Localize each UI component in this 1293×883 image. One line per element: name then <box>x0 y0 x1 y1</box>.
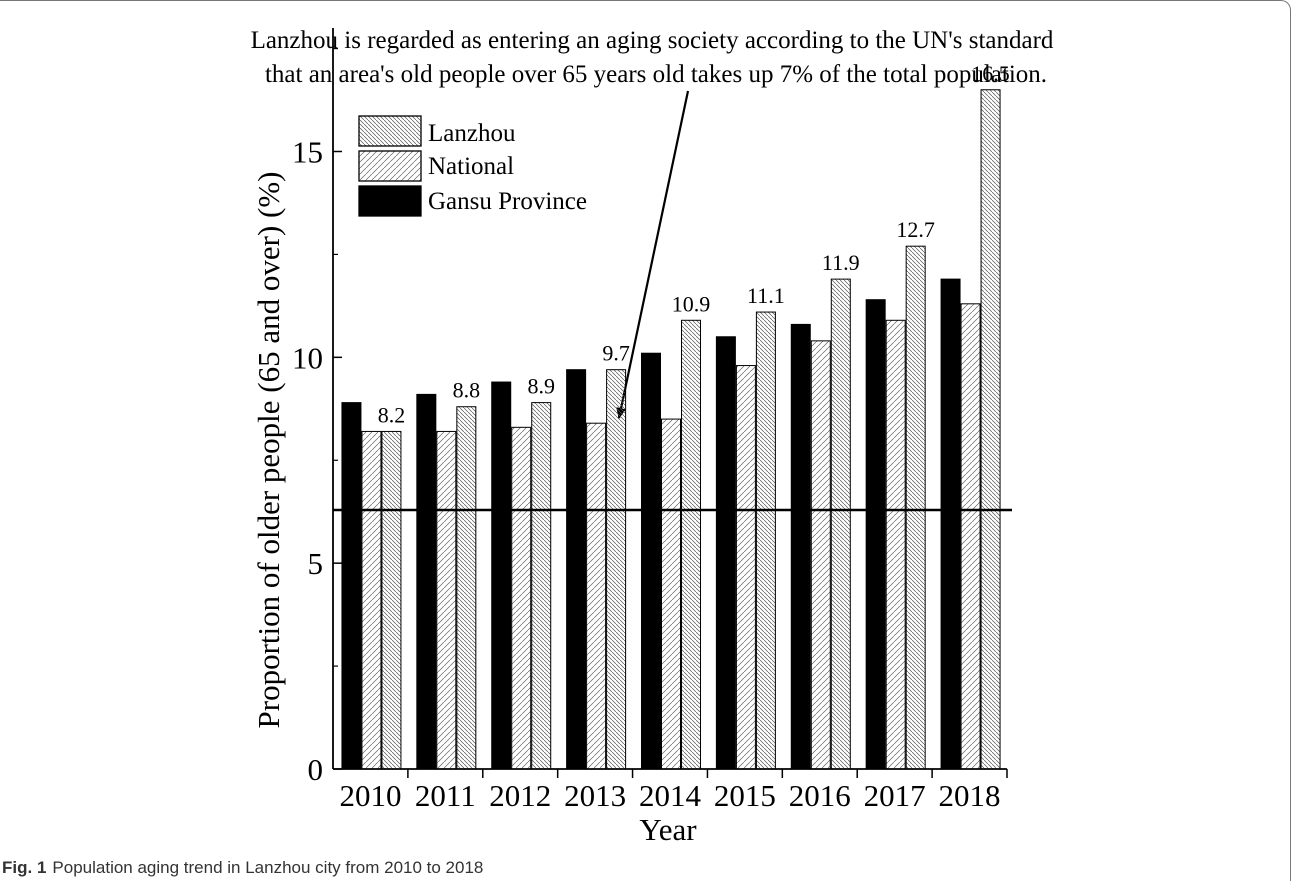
x-tick-label-2016: 2016 <box>789 778 851 813</box>
legend-label-national: National <box>428 153 514 180</box>
legend-label-lanzhou: Lanzhou <box>428 120 516 147</box>
bar-gansu-2012 <box>492 382 511 769</box>
annotation-line-1: Lanzhou is regarded as entering an aging… <box>251 27 1054 54</box>
bar-national-2016 <box>811 341 830 769</box>
x-tick-label-2011: 2011 <box>415 778 476 813</box>
bar-lanzhou-2016 <box>831 279 850 769</box>
data-label-2015: 11.1 <box>747 283 785 308</box>
bar-lanzhou-2011 <box>457 407 476 769</box>
bar-national-2012 <box>512 427 531 769</box>
data-label-2013: 9.7 <box>602 341 630 366</box>
bar-lanzhou-2010 <box>382 431 401 769</box>
bar-gansu-2010 <box>342 403 361 769</box>
bar-gansu-2011 <box>417 394 436 769</box>
bar-lanzhou-2015 <box>756 312 775 769</box>
legend-swatch-gansu <box>359 186 421 216</box>
bar-lanzhou-2018 <box>981 90 1000 769</box>
bar-gansu-2015 <box>716 337 735 769</box>
caption-label: Fig. 1 <box>2 858 46 877</box>
annotation-line-2: that an area's old people over 65 years … <box>265 61 1047 88</box>
legend: Lanzhou National Gansu Province <box>359 116 587 216</box>
y-tick-label-10: 10 <box>292 340 323 375</box>
y-tick-label-0: 0 <box>308 752 324 787</box>
x-tick-label-2015: 2015 <box>714 778 776 813</box>
y-tick-label-5: 5 <box>308 546 324 581</box>
bar-gansu-2013 <box>567 370 586 769</box>
data-label-2017: 12.7 <box>896 217 935 242</box>
bar-national-2017 <box>886 320 905 769</box>
x-tick-label-2018: 2018 <box>939 778 1001 813</box>
data-label-2010: 8.2 <box>378 402 406 427</box>
legend-swatch-lanzhou <box>359 116 421 146</box>
data-label-2012: 8.9 <box>527 374 555 399</box>
bar-lanzhou-2012 <box>532 403 551 769</box>
bar-lanzhou-2017 <box>906 246 925 769</box>
figure-caption: Fig. 1 Population aging trend in Lanzhou … <box>2 858 483 878</box>
bar-national-2013 <box>587 423 606 769</box>
bar-gansu-2018 <box>941 279 960 769</box>
bar-gansu-2017 <box>866 300 885 769</box>
y-tick-label-15: 15 <box>292 135 323 170</box>
bar-gansu-2016 <box>791 324 810 769</box>
bar-national-2010 <box>362 431 381 769</box>
x-tick-label-2010: 2010 <box>339 778 401 813</box>
data-label-2018: 16.5 <box>971 61 1010 86</box>
x-tick-label-2013: 2013 <box>564 778 626 813</box>
bar-national-2015 <box>736 366 755 769</box>
x-tick-label-2012: 2012 <box>489 778 551 813</box>
bar-national-2018 <box>961 304 980 769</box>
bar-lanzhou-2013 <box>607 370 626 769</box>
x-tick-label-2014: 2014 <box>639 778 702 813</box>
bar-national-2014 <box>662 419 681 769</box>
x-tick-label-2017: 2017 <box>864 778 926 813</box>
bar-national-2011 <box>437 431 456 769</box>
legend-swatch-national <box>359 151 421 181</box>
legend-label-gansu: Gansu Province <box>428 188 587 215</box>
caption-text: Population aging trend in Lanzhou city f… <box>52 858 483 877</box>
data-label-2014: 10.9 <box>672 291 711 316</box>
y-axis-title: Proportion of older people (65 and over)… <box>251 172 286 729</box>
data-label-2016: 11.9 <box>822 250 860 275</box>
bar-gansu-2014 <box>642 353 661 769</box>
data-label-2011: 8.8 <box>453 378 481 403</box>
x-axis-title: Year <box>639 812 697 847</box>
bar-lanzhou-2014 <box>682 320 701 769</box>
